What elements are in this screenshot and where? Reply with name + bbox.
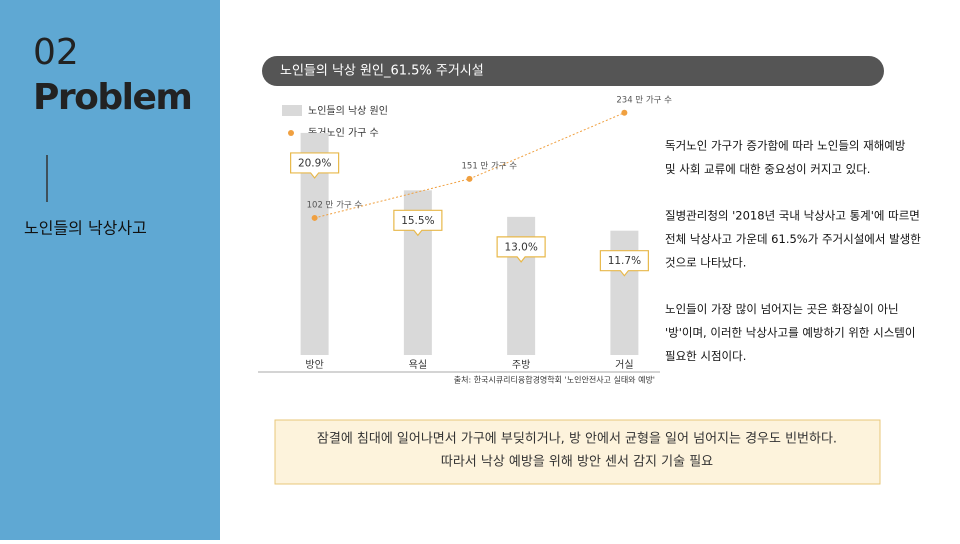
side-panel — [0, 0, 220, 540]
label-box — [290, 152, 340, 179]
x-tick-label: 거실 — [615, 359, 633, 371]
slide-number: 02 — [33, 32, 79, 73]
point — [466, 175, 473, 182]
line — [314, 112, 625, 219]
slide-heading: Problem — [33, 77, 191, 118]
point — [621, 109, 628, 116]
data-label: 151 만 가구 수 — [462, 161, 518, 171]
data-label: 11.7% — [608, 255, 641, 267]
paragraph-line: '방'이며, 이러한 낙상사고를 예방하기 위한 시스템이 — [665, 326, 915, 340]
x-tick-label: 방안 — [305, 359, 323, 371]
legend-label: 노인들의 낙상 원인 — [308, 105, 388, 117]
callout-line: 따라서 낙상 예방을 위해 방안 센서 감지 기술 필요 — [441, 455, 713, 470]
paragraph-line: 것으로 나타났다. — [665, 256, 746, 270]
topic: 노인들의 낙상사고 — [24, 219, 147, 238]
paragraph-line: 노인들이 가장 많이 넘어지는 곳은 화장실이 아닌 — [665, 302, 899, 316]
callout-box — [274, 419, 881, 485]
paragraph-line: 전체 낙상사고 가운데 61.5%가 주거시설에서 발생한 — [665, 232, 921, 246]
bar — [610, 230, 639, 355]
label-box — [599, 250, 649, 277]
chart-title: 노인들의 낙상 원인_61.5% 주거시설 — [280, 64, 484, 79]
data-label: 234 만 가구 수 — [616, 95, 672, 105]
paragraph-line: 필요한 시점이다. — [665, 349, 746, 363]
x-tick-label: 욕실 — [409, 359, 427, 371]
label-box — [393, 209, 443, 237]
chart-title-bar — [262, 56, 884, 86]
label-box — [496, 236, 546, 263]
x-tick-label: 주방 — [512, 359, 530, 371]
paragraph-line: 및 사회 교류에 대한 중요성이 커지고 있다. — [665, 162, 870, 176]
data-label: 13.0% — [504, 241, 537, 253]
data-label: 15.5% — [401, 215, 434, 227]
source: 출처: 한국시큐리티융합경영학회 '노인안전사고 실태와 예방' — [454, 375, 655, 385]
point — [311, 214, 318, 221]
paragraph-line: 독거노인 가구가 증가함에 따라 노인들의 재해예방 — [665, 139, 906, 153]
legend-swatch — [288, 130, 294, 136]
paragraph-line: 질병관리청의 '2018년 국내 낙상사고 통계'에 따르면 — [665, 209, 920, 223]
data-label: 20.9% — [298, 157, 331, 169]
legend-swatch — [282, 105, 302, 116]
data-label: 102 만 가구 수 — [307, 200, 363, 210]
callout-line: 잠결에 침대에 일어나면서 가구에 부딪히거나, 방 안에서 균형을 일어 넘어… — [317, 432, 837, 447]
